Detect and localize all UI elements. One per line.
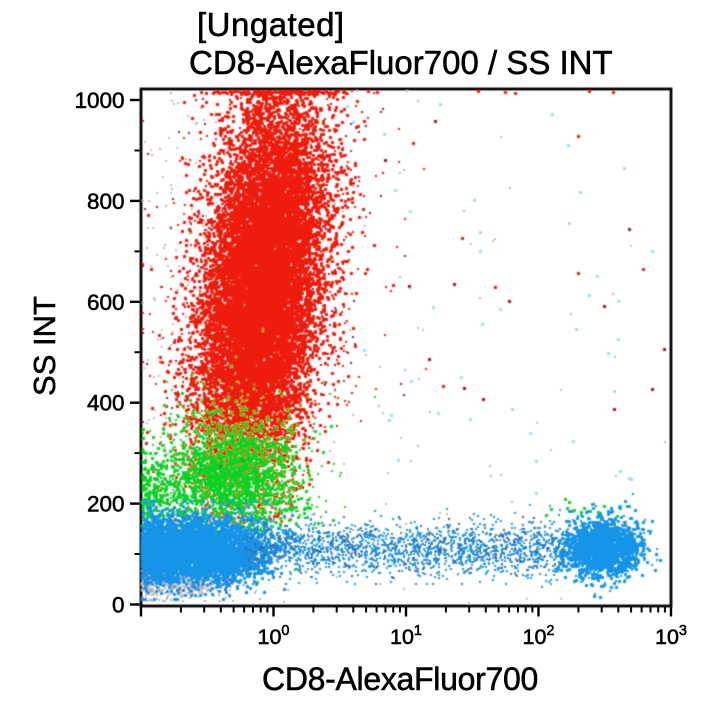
svg-text:100: 100 xyxy=(258,623,290,649)
svg-text:800: 800 xyxy=(87,189,125,214)
svg-text:0: 0 xyxy=(112,593,125,618)
svg-text:200: 200 xyxy=(87,492,125,517)
svg-text:CD8-AlexaFluor700: CD8-AlexaFluor700 xyxy=(262,661,538,697)
svg-text:102: 102 xyxy=(523,623,555,649)
svg-text:SS INT: SS INT xyxy=(27,296,62,396)
svg-text:400: 400 xyxy=(87,391,125,416)
svg-text:CD8-AlexaFluor700 / SS INT: CD8-AlexaFluor700 / SS INT xyxy=(189,44,613,81)
svg-text:101: 101 xyxy=(390,623,422,649)
svg-text:600: 600 xyxy=(87,290,125,315)
svg-text:103: 103 xyxy=(655,623,687,649)
svg-text:[Ungated]: [Ungated] xyxy=(197,6,345,43)
svg-text:1000: 1000 xyxy=(74,88,124,113)
